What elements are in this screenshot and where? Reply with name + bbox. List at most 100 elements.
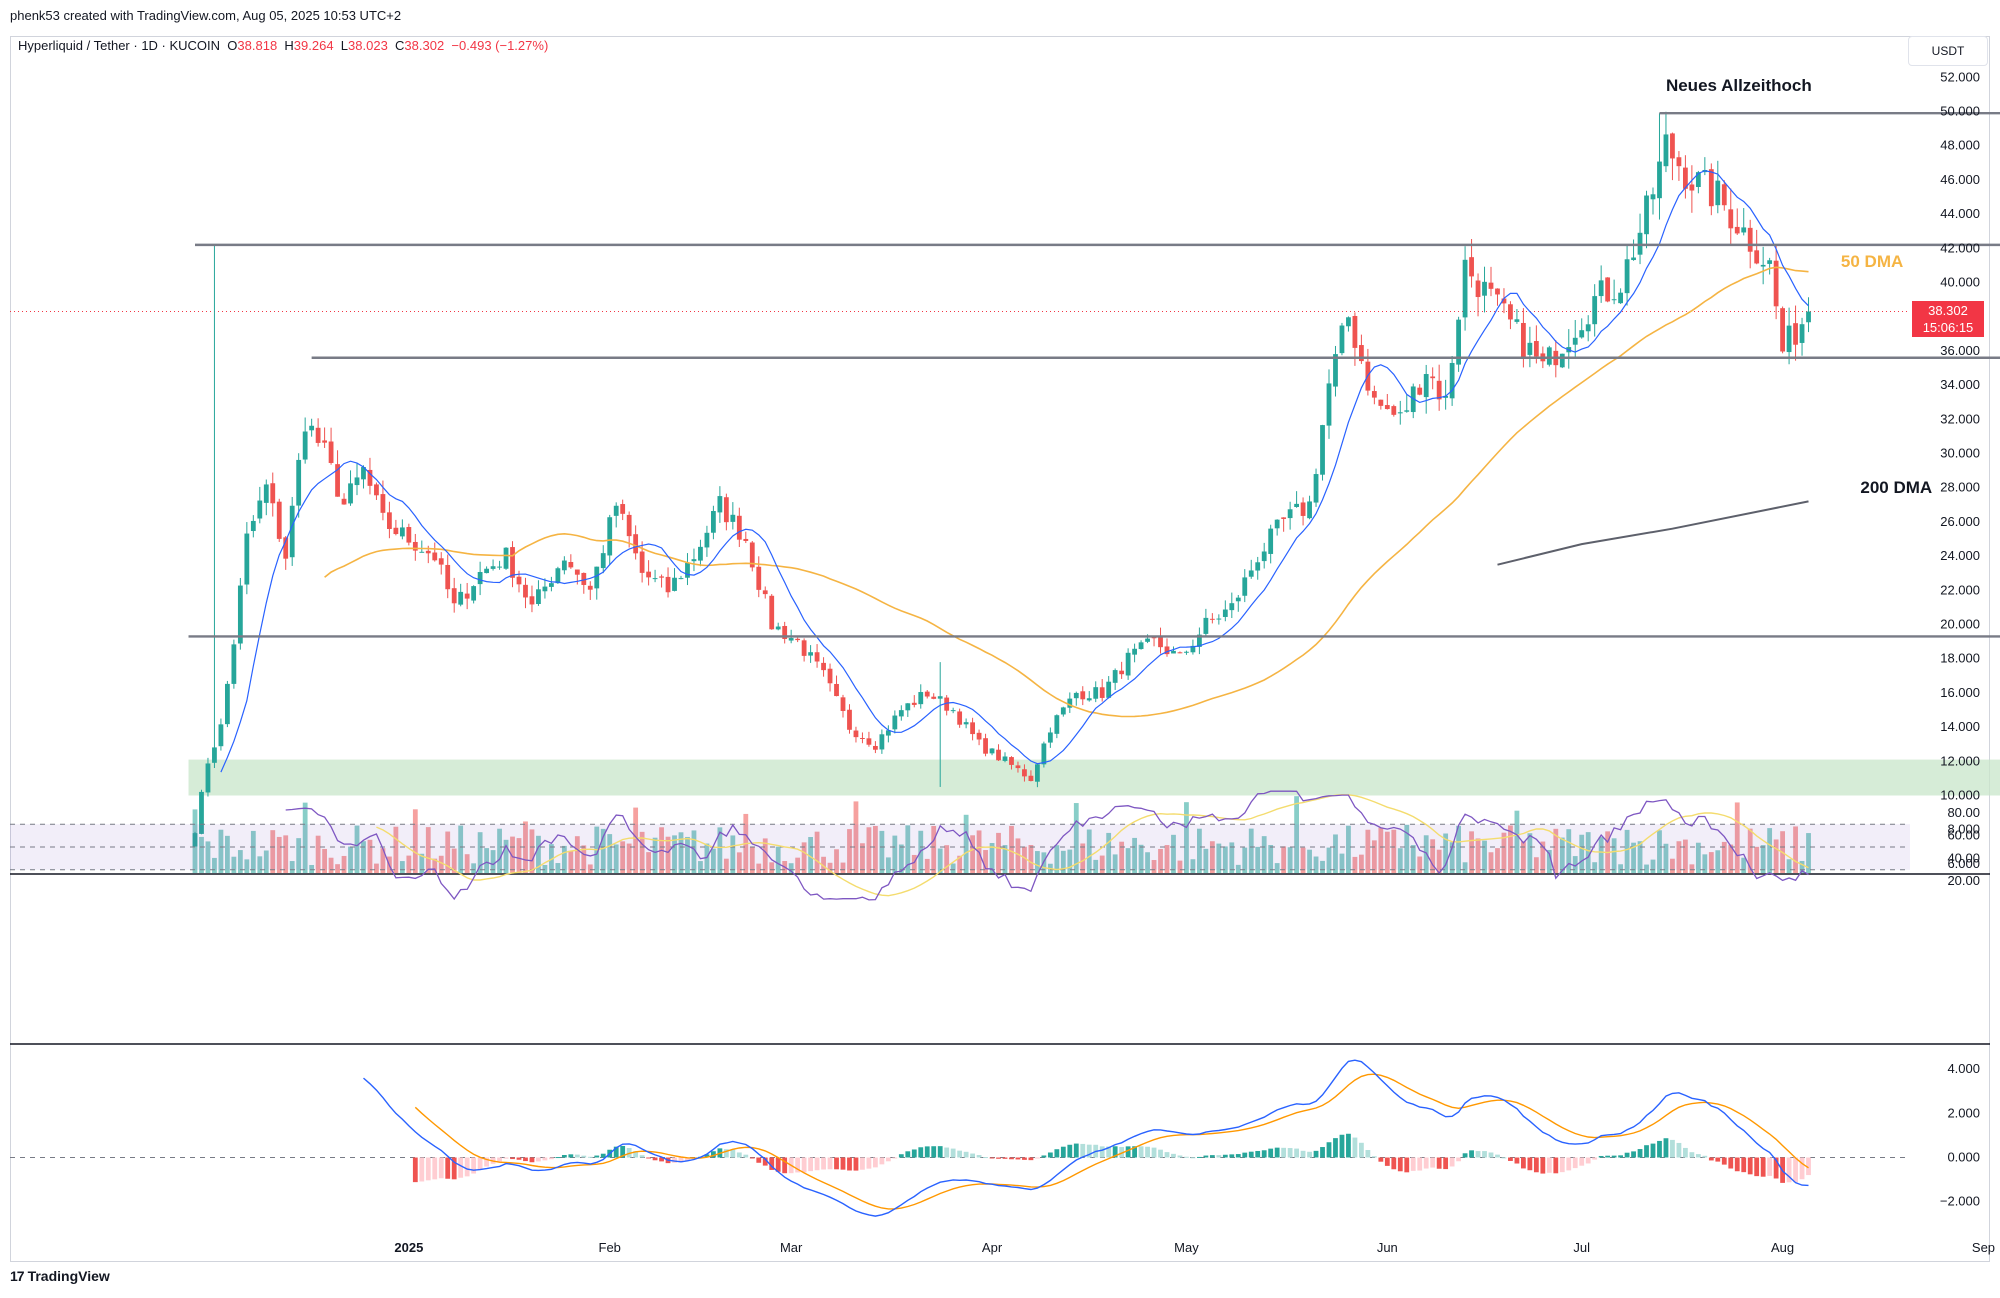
candle-body [1268, 528, 1274, 554]
candle-body [924, 691, 930, 697]
macd-histogram-bar [1132, 1146, 1137, 1158]
candle-body [600, 553, 606, 569]
candle-body [1482, 281, 1487, 296]
candle-body [237, 585, 243, 644]
candle-body [937, 696, 943, 699]
candle-body [1145, 638, 1150, 642]
volume-bar [1209, 841, 1215, 873]
volume-bar [432, 858, 438, 873]
macd-histogram-bar [419, 1157, 425, 1182]
candle-body [873, 745, 878, 750]
volume-bar [406, 855, 412, 873]
candle-body [1559, 353, 1565, 368]
candle-body [620, 504, 626, 514]
volume-bar [1197, 828, 1202, 873]
candle-body [1670, 133, 1675, 159]
candle-body [296, 459, 302, 506]
macd-histogram-bar [1747, 1157, 1753, 1175]
volume-bar [1222, 846, 1228, 873]
volume-bar [231, 856, 237, 873]
volume-bar [1786, 859, 1792, 873]
macd-histogram-bar [1482, 1151, 1487, 1158]
volume-bar [1430, 839, 1436, 873]
candle-body [218, 724, 224, 747]
candle-body [283, 537, 289, 559]
macd-histogram-bar [412, 1157, 418, 1183]
macd-histogram-bar [1462, 1153, 1468, 1158]
macd-histogram-bar [918, 1147, 924, 1158]
candle-body [341, 498, 347, 505]
macd-histogram-bar [711, 1151, 716, 1158]
volume-bar [924, 858, 930, 873]
volume-bar [1553, 828, 1559, 873]
created-by: phenk53 created with TradingView.com, Au… [10, 8, 402, 23]
candle-body [445, 564, 451, 590]
macd-histogram-bar [1495, 1154, 1500, 1158]
candle-body [276, 501, 282, 539]
macd-histogram-bar [1806, 1157, 1811, 1176]
symbol-name[interactable]: Hyperliquid / Tether · 1D · KUCOIN [18, 38, 221, 53]
volume-bar [477, 832, 483, 873]
currency-button[interactable]: USDT [1908, 36, 1988, 66]
candle-body [1093, 687, 1099, 699]
volume-bar [1760, 845, 1766, 873]
volume-bar [957, 855, 963, 873]
volume-bar [237, 850, 243, 873]
candle-body [885, 730, 891, 736]
volume-bar [762, 838, 768, 873]
candle-body [827, 668, 833, 684]
candle-body [587, 585, 593, 590]
macd-histogram-bar [1533, 1157, 1539, 1173]
candle-body [1391, 406, 1397, 415]
price-axis-tick: 26.000 [1940, 514, 1980, 529]
volume-bar [1695, 842, 1701, 873]
macd-histogram-bar [1708, 1157, 1714, 1161]
candle-body [749, 542, 755, 568]
candle-body [1151, 637, 1157, 639]
price-axis-tick: 36.000 [1940, 343, 1980, 358]
volume-bar [717, 827, 723, 873]
macd-histogram-bar [1274, 1147, 1280, 1158]
macd-histogram-bar [1307, 1151, 1312, 1158]
volume-bar [464, 854, 470, 873]
volume-bar [1624, 829, 1630, 873]
candle-body [678, 578, 684, 580]
macd-histogram-bar [1553, 1157, 1559, 1174]
price-axis-tick: 10.000 [1940, 788, 1980, 803]
candle-body [1773, 260, 1779, 307]
candle-body [1028, 775, 1034, 782]
tradingview-brand: TradingView [27, 1268, 110, 1284]
macd-histogram-bar [1410, 1157, 1416, 1171]
bar-countdown: 15:06:15 [1922, 320, 1974, 335]
volume-bar [1546, 849, 1552, 873]
candle-body [581, 572, 587, 585]
volume-bar [1119, 841, 1125, 873]
candle-body [361, 467, 366, 480]
tradingview-footer[interactable]: 17 TradingView [10, 1268, 110, 1284]
volume-bar [348, 846, 353, 873]
volume-bar [911, 854, 917, 873]
sma-50-line [324, 266, 1809, 718]
macd-histogram-bar [1650, 1143, 1656, 1158]
candle-body [1572, 337, 1578, 345]
volume-bar [555, 863, 561, 873]
candle-body [1799, 324, 1805, 343]
volume-bar [1138, 844, 1144, 873]
candle-body [996, 749, 1001, 761]
volume-bar [283, 835, 289, 873]
candle-body [199, 791, 204, 834]
candle-body [1132, 648, 1137, 655]
candle-body [1184, 651, 1189, 653]
candle-body [1423, 374, 1429, 398]
candle-body [685, 562, 690, 578]
macd-histogram-bar [1138, 1146, 1144, 1158]
volume-bar [698, 861, 703, 873]
macd-histogram-bar [438, 1157, 444, 1179]
volume-bar [322, 848, 327, 873]
candle-body [911, 702, 917, 705]
macd-histogram-bar [1663, 1138, 1669, 1158]
volume-bar [1171, 834, 1176, 873]
macd-histogram-bar [1009, 1157, 1014, 1160]
volume-bar [1067, 849, 1073, 873]
